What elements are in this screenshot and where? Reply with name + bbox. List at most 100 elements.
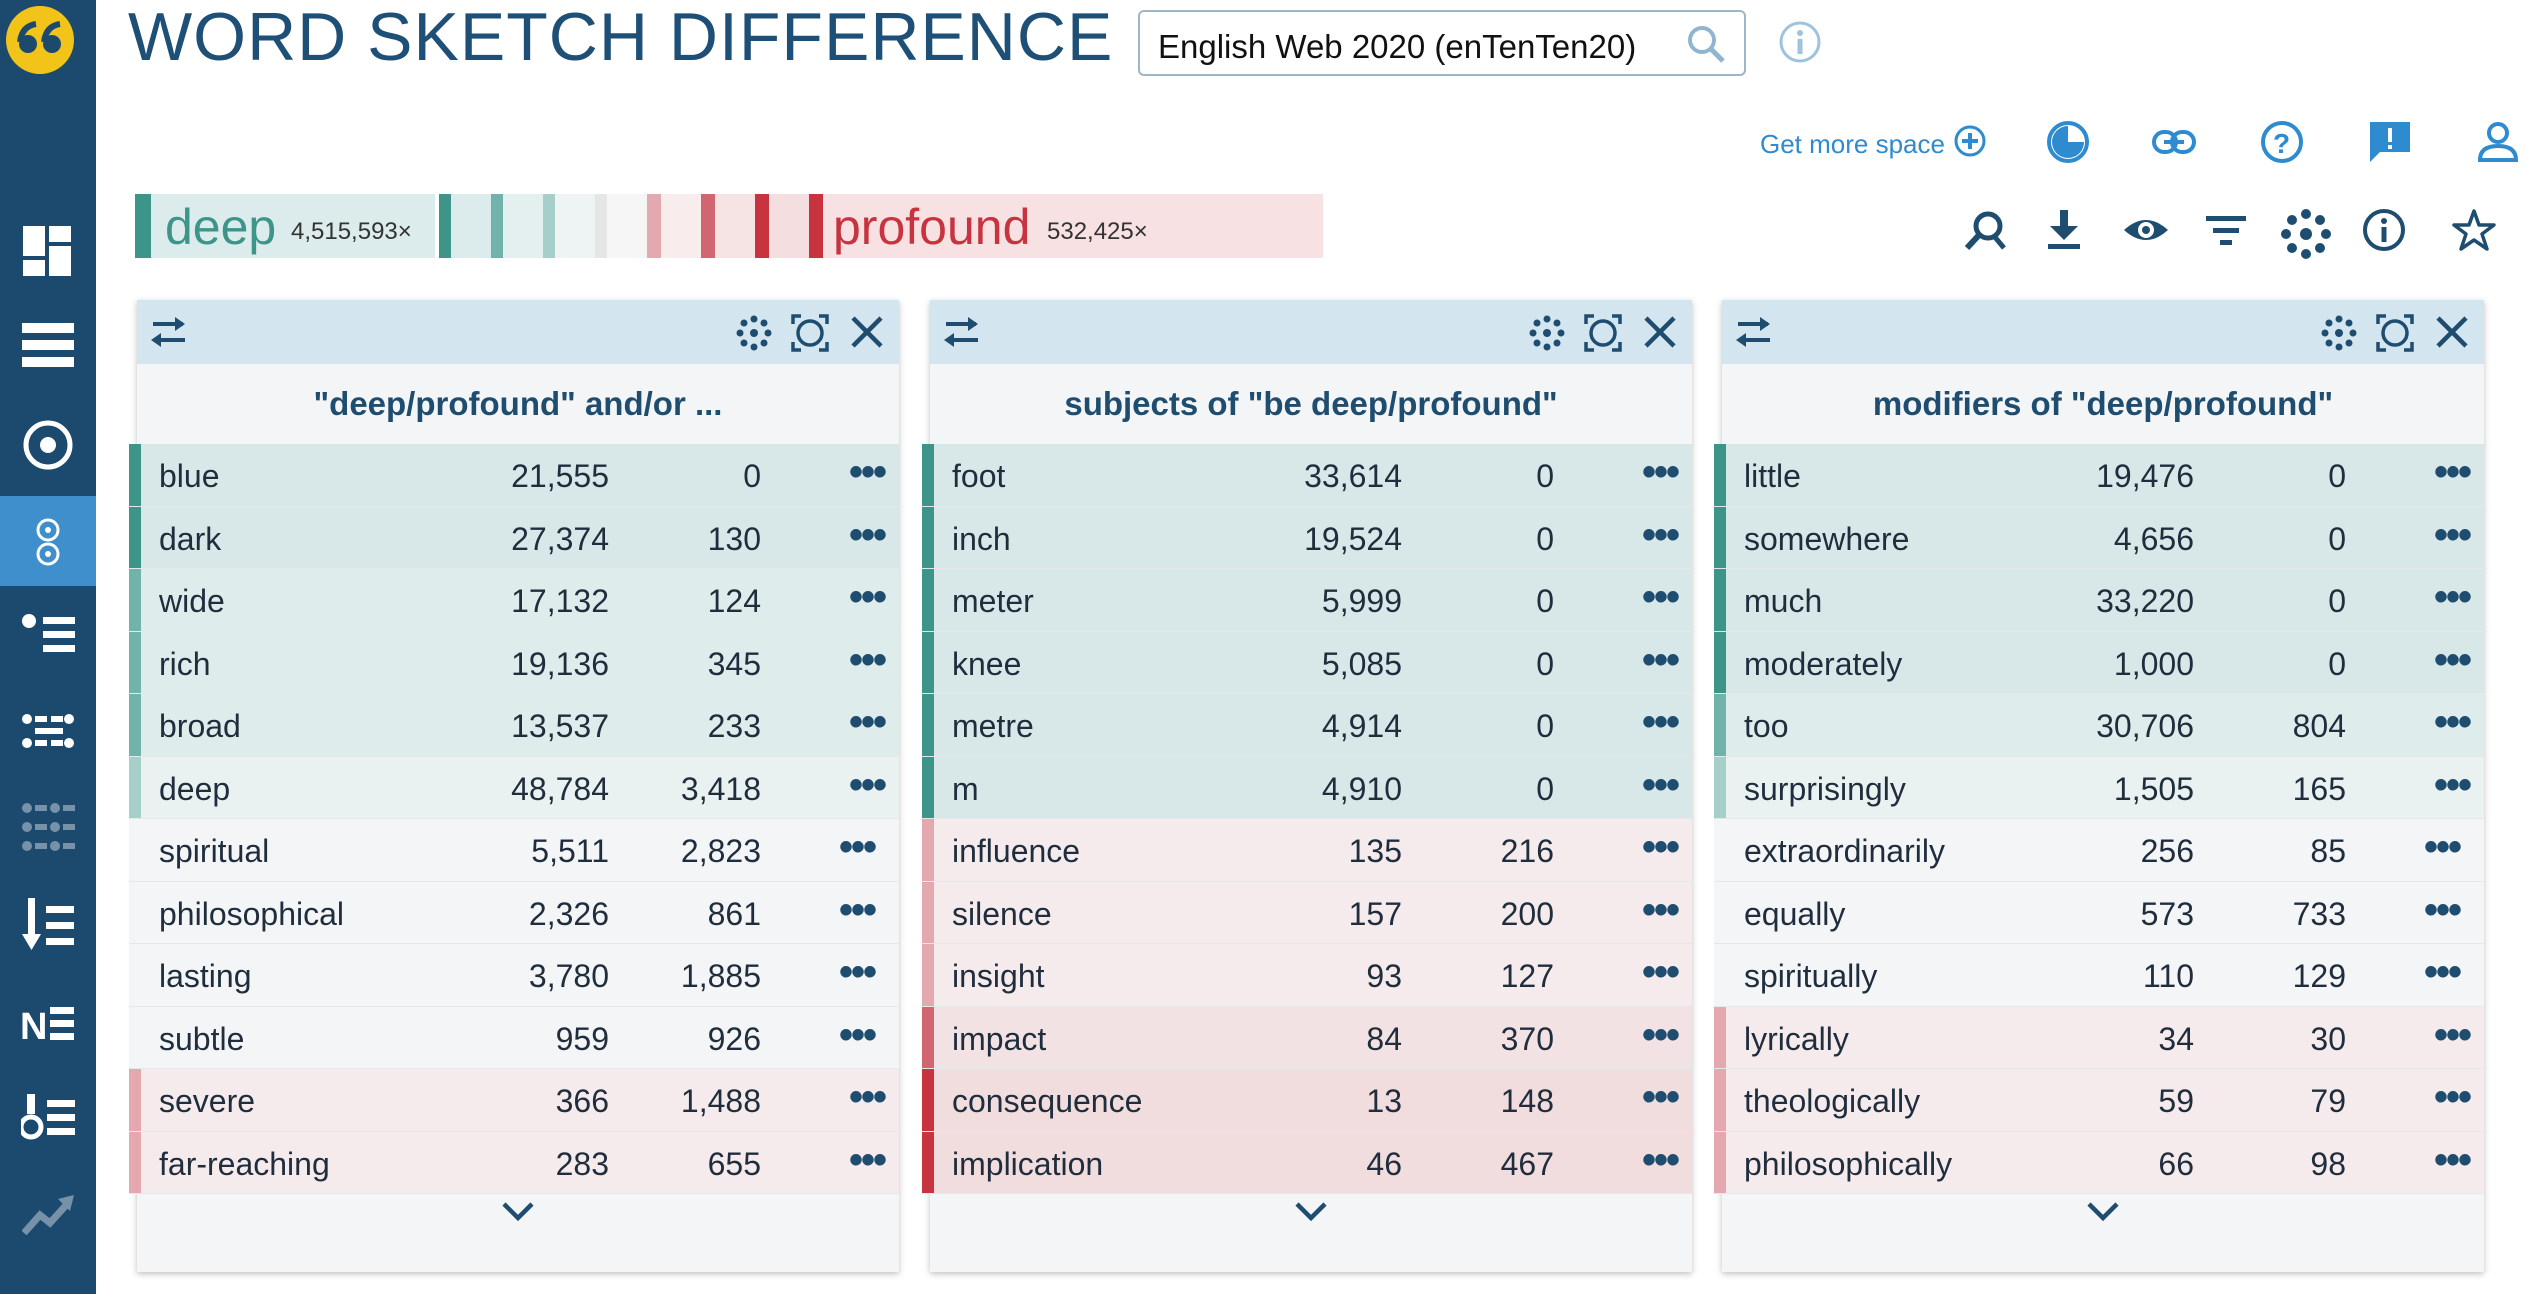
table-row[interactable]: foot 33,614 0 ••• <box>922 444 1692 507</box>
table-row[interactable]: blue 21,555 0 ••• <box>129 444 899 507</box>
more-options-icon[interactable]: ••• <box>1641 637 1680 682</box>
download-icon[interactable] <box>2042 208 2086 257</box>
more-options-icon[interactable]: ••• <box>1641 1137 1680 1182</box>
collocate-word[interactable]: m <box>952 770 979 807</box>
more-options-icon[interactable]: ••• <box>848 450 887 494</box>
collocate-word[interactable]: moderately <box>1744 645 1903 682</box>
more-options-icon[interactable]: ••• <box>2423 950 2462 994</box>
more-options-icon[interactable]: ••• <box>848 700 887 744</box>
collocate-word[interactable]: too <box>1744 708 1789 744</box>
more-options-icon[interactable]: ••• <box>2423 887 2462 932</box>
collocate-word[interactable]: philosophically <box>1744 1145 1953 1182</box>
word-sketch-icon[interactable] <box>0 496 96 586</box>
more-options-icon[interactable]: ••• <box>1641 450 1680 494</box>
table-row[interactable]: extraordinarily 256 85 ••• <box>1714 819 2484 882</box>
table-row[interactable]: lyrically 34 30 ••• <box>1714 1006 2484 1069</box>
table-row[interactable]: meter 5,999 0 ••• <box>922 569 1692 632</box>
collocate-word[interactable]: lasting <box>159 958 252 994</box>
collocate-word[interactable]: metre <box>952 708 1034 744</box>
more-options-icon[interactable]: ••• <box>1641 950 1680 994</box>
table-row[interactable]: much 33,220 0 ••• <box>1714 569 2484 632</box>
thesaurus-icon[interactable] <box>0 590 96 680</box>
zoom-icon[interactable] <box>1964 208 2008 257</box>
close-icon[interactable] <box>2434 314 2470 355</box>
filter-icon[interactable] <box>2204 208 2248 257</box>
link-icon[interactable] <box>2152 120 2196 169</box>
table-row[interactable]: severe 366 1,488 ••• <box>129 1069 899 1132</box>
collocate-word[interactable]: lyrically <box>1744 1020 1849 1057</box>
table-row[interactable]: influence 135 216 ••• <box>922 819 1692 882</box>
ngrams-icon[interactable] <box>0 880 96 970</box>
more-options-icon[interactable]: ••• <box>848 512 887 557</box>
table-row[interactable]: philosophically 66 98 ••• <box>1714 1131 2484 1194</box>
collocate-word[interactable]: little <box>1744 458 1801 494</box>
table-row[interactable]: philosophical 2,326 861 ••• <box>129 881 899 944</box>
collocate-word[interactable]: dark <box>159 520 222 557</box>
collocate-word[interactable]: influence <box>952 833 1081 869</box>
more-options-icon[interactable]: ••• <box>838 1012 877 1057</box>
keywords-icon[interactable] <box>0 782 96 872</box>
table-row[interactable]: equally 573 733 ••• <box>1714 881 2484 944</box>
maximize-icon[interactable] <box>791 314 829 357</box>
more-options-icon[interactable]: ••• <box>1641 762 1680 807</box>
table-row[interactable]: theologically 59 79 ••• <box>1714 1069 2484 1132</box>
user-icon[interactable] <box>2476 120 2520 169</box>
table-row[interactable]: m 4,910 0 ••• <box>922 756 1692 819</box>
sketch-diff-icon[interactable] <box>0 686 96 776</box>
table-row[interactable]: wide 17,132 124 ••• <box>129 569 899 632</box>
more-options-icon[interactable]: ••• <box>2433 700 2472 744</box>
table-row[interactable]: rich 19,136 345 ••• <box>129 631 899 694</box>
more-options-icon[interactable]: ••• <box>2433 1137 2472 1182</box>
close-icon[interactable] <box>1642 314 1678 355</box>
corpus-selector[interactable]: English Web 2020 (enTenTen20) <box>1138 10 1746 76</box>
collocate-word[interactable]: philosophical <box>159 895 345 932</box>
parallel-icon[interactable] <box>0 1072 96 1162</box>
more-options-icon[interactable]: ••• <box>1641 512 1680 557</box>
chevron-down-icon[interactable] <box>2085 1200 2121 1229</box>
table-row[interactable]: lasting 3,780 1,885 ••• <box>129 944 899 1007</box>
collocate-word[interactable]: theologically <box>1744 1083 1921 1119</box>
theme-icon[interactable] <box>2046 120 2090 169</box>
wordlist-icon[interactable] <box>0 400 96 490</box>
ne-icon[interactable]: N <box>0 978 96 1068</box>
table-row[interactable]: spiritually 110 129 ••• <box>1714 944 2484 1007</box>
table-row[interactable]: insight 93 127 ••• <box>922 944 1692 1007</box>
collocate-word[interactable]: foot <box>952 458 1006 494</box>
table-row[interactable]: spiritual 5,511 2,823 ••• <box>129 819 899 882</box>
table-row[interactable]: dark 27,374 130 ••• <box>129 506 899 569</box>
collocate-word[interactable]: inch <box>952 520 1011 557</box>
collocate-word[interactable]: extraordinarily <box>1744 833 1945 869</box>
swap-icon[interactable] <box>942 314 982 355</box>
table-row[interactable]: inch 19,524 0 ••• <box>922 506 1692 569</box>
table-row[interactable]: metre 4,914 0 ••• <box>922 694 1692 757</box>
settings-icon[interactable] <box>2280 208 2332 265</box>
more-options-icon[interactable]: ••• <box>2433 637 2472 682</box>
more-options-icon[interactable]: ••• <box>848 575 887 619</box>
collocate-word[interactable]: implication <box>952 1145 1104 1182</box>
collocate-word[interactable]: severe <box>159 1083 256 1119</box>
maximize-icon[interactable] <box>1584 314 1622 357</box>
more-options-icon[interactable]: ••• <box>2433 450 2472 494</box>
star-icon[interactable] <box>2452 208 2496 257</box>
collocate-word[interactable]: meter <box>952 583 1034 619</box>
more-options-icon[interactable]: ••• <box>848 1075 887 1119</box>
chevron-down-icon[interactable] <box>500 1200 536 1229</box>
close-icon[interactable] <box>849 314 885 355</box>
collocate-word[interactable]: surprisingly <box>1744 770 1906 807</box>
collocate-word[interactable]: consequence <box>952 1083 1143 1119</box>
table-row[interactable]: surprisingly 1,505 165 ••• <box>1714 756 2484 819</box>
panel-settings-icon[interactable] <box>735 314 773 357</box>
table-row[interactable]: little 19,476 0 ••• <box>1714 444 2484 507</box>
collocate-word[interactable]: far-reaching <box>159 1145 330 1182</box>
table-row[interactable]: impact 84 370 ••• <box>922 1006 1692 1069</box>
collocate-word[interactable]: knee <box>952 645 1022 682</box>
collocate-word[interactable]: blue <box>159 458 220 494</box>
table-row[interactable]: far-reaching 283 655 ••• <box>129 1131 899 1194</box>
table-row[interactable]: subtle 959 926 ••• <box>129 1006 899 1069</box>
table-row[interactable]: moderately 1,000 0 ••• <box>1714 631 2484 694</box>
collocate-word[interactable]: somewhere <box>1744 520 1910 557</box>
info-icon[interactable] <box>2362 208 2406 257</box>
swap-icon[interactable] <box>149 314 189 355</box>
sketch-engine-logo[interactable] <box>6 6 74 74</box>
more-options-icon[interactable]: ••• <box>1641 887 1680 932</box>
